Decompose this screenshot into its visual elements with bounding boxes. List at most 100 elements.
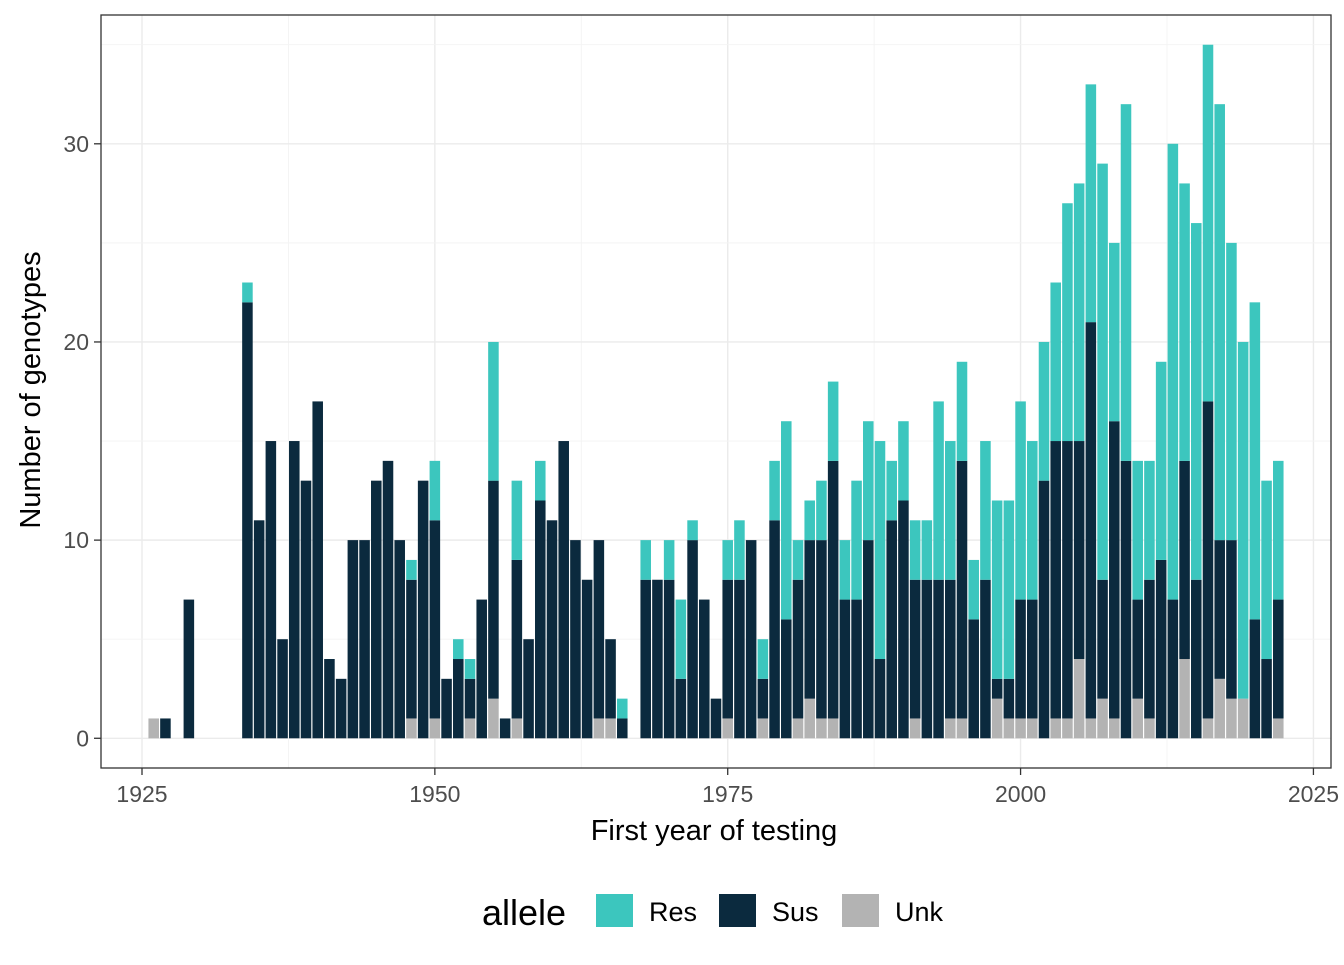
bar-segment-sus bbox=[898, 500, 909, 739]
bar-segment-unk bbox=[1085, 718, 1097, 739]
bar-segment-res bbox=[968, 559, 979, 620]
bar-segment-res bbox=[1003, 500, 1015, 679]
bar-segment-unk bbox=[511, 718, 523, 739]
bar-segment-sus bbox=[863, 540, 874, 739]
x-tick-label: 1950 bbox=[409, 781, 460, 807]
bar-segment-res bbox=[617, 698, 628, 719]
bar-segment-sus bbox=[874, 659, 886, 739]
bar-segment-sus bbox=[980, 579, 991, 739]
bar-segment-unk bbox=[1226, 698, 1237, 739]
bar-segment-sus bbox=[558, 441, 569, 739]
bar-segment-unk bbox=[406, 718, 417, 739]
bar-segment-res bbox=[1202, 44, 1214, 402]
bar-segment-sus bbox=[968, 619, 979, 739]
bar-segment-sus bbox=[453, 659, 464, 739]
bar-segment-unk bbox=[722, 718, 733, 739]
bar-segment-sus bbox=[511, 559, 523, 719]
bar-segment-sus bbox=[827, 460, 839, 719]
bar-segment-res bbox=[1085, 84, 1097, 323]
bar-segment-sus bbox=[851, 599, 862, 739]
bar-segment-res bbox=[734, 520, 745, 580]
y-tick-label: 10 bbox=[63, 527, 89, 553]
bar-segment-res bbox=[406, 559, 417, 580]
bar-segment-sus bbox=[359, 540, 370, 739]
legend: allele Res Sus Unk bbox=[482, 892, 944, 933]
bar-segment-unk bbox=[816, 718, 827, 739]
bar-segment-res bbox=[1191, 223, 1202, 580]
bar-segment-sus bbox=[1132, 599, 1143, 699]
bar-segment-res bbox=[827, 381, 839, 461]
bar-segment-sus bbox=[1062, 441, 1073, 719]
bar-segment-res bbox=[1097, 163, 1108, 580]
bar-segment-res bbox=[663, 540, 675, 580]
bar-segment-sus bbox=[242, 302, 253, 739]
bar-segment-res bbox=[488, 341, 499, 481]
x-axis-title: First year of testing bbox=[591, 815, 838, 847]
bar-segment-sus bbox=[1038, 480, 1050, 739]
bar-segment-res bbox=[464, 659, 476, 679]
bar-segment-sus bbox=[581, 579, 593, 739]
bar-segment-res bbox=[909, 520, 921, 580]
bar-segment-res bbox=[921, 520, 933, 580]
bar-segment-sus bbox=[371, 480, 382, 739]
bar-segment-sus bbox=[804, 540, 815, 699]
bar-segment-unk bbox=[1015, 718, 1026, 739]
bar-segment-res bbox=[816, 480, 827, 541]
bar-segment-res bbox=[1120, 104, 1132, 461]
bar-segment-res bbox=[1109, 242, 1120, 422]
bar-segment-sus bbox=[722, 579, 733, 719]
y-tick-label: 30 bbox=[63, 131, 89, 157]
bar-segment-res bbox=[1167, 143, 1179, 600]
plot-border bbox=[100, 14, 1332, 769]
bar-segment-res bbox=[1073, 183, 1085, 442]
bar-segment-res bbox=[687, 520, 698, 541]
bar-segment-res bbox=[874, 441, 886, 660]
bar-segment-sus bbox=[523, 639, 534, 739]
bar-segment-sus bbox=[687, 540, 698, 739]
bar-segment-unk bbox=[605, 718, 616, 739]
bar-segment-unk bbox=[1144, 718, 1155, 739]
bar-segment-unk bbox=[429, 718, 441, 739]
legend-key-unk bbox=[842, 894, 879, 927]
bar-segment-unk bbox=[991, 698, 1003, 739]
bar-segment-unk bbox=[464, 718, 476, 739]
bar-segment-sus bbox=[745, 540, 757, 739]
bar-segment-res bbox=[535, 460, 546, 501]
bar-segment-sus bbox=[382, 460, 394, 739]
bar-segment-sus bbox=[593, 540, 605, 719]
bar-segment-unk bbox=[945, 718, 956, 739]
bar-segment-unk bbox=[956, 718, 968, 739]
bar-segment-res bbox=[1226, 242, 1237, 541]
bar-segment-unk bbox=[1003, 718, 1015, 739]
bar-segment-res bbox=[1132, 460, 1143, 600]
bar-segment-res bbox=[453, 639, 464, 660]
bar-segment-unk bbox=[804, 698, 815, 739]
bar-segment-res bbox=[722, 540, 733, 580]
bar-segment-sus bbox=[535, 500, 546, 739]
bar-segment-res bbox=[980, 441, 991, 580]
bar-segment-res bbox=[886, 460, 897, 521]
bar-segment-sus bbox=[300, 480, 312, 739]
bar-segment-unk bbox=[593, 718, 605, 739]
bar-segment-unk bbox=[1073, 659, 1085, 739]
bar-segment-res bbox=[511, 480, 523, 560]
bar-segment-unk bbox=[1097, 698, 1108, 739]
bar-segment-sus bbox=[1202, 401, 1214, 719]
bar-segment-sus bbox=[476, 599, 487, 739]
x-tick-label: 2025 bbox=[1288, 781, 1339, 807]
bar-segment-unk bbox=[1027, 718, 1038, 739]
bar-segment-unk bbox=[1179, 659, 1190, 739]
bar-segment-sus bbox=[640, 579, 651, 739]
bar-segment-unk bbox=[909, 718, 921, 739]
bar-segment-res bbox=[1038, 341, 1050, 481]
bar-segment-sus bbox=[769, 520, 780, 739]
bar-segment-sus bbox=[394, 540, 405, 739]
bar-segment-sus bbox=[289, 441, 300, 739]
bar-segment-sus bbox=[277, 639, 288, 739]
x-tick-label: 1975 bbox=[702, 781, 753, 807]
y-axis-title: Number of genotypes bbox=[15, 251, 47, 528]
bar-segment-sus bbox=[253, 520, 265, 739]
bar-segment-res bbox=[640, 540, 651, 580]
bar-segment-res bbox=[991, 500, 1003, 679]
bar-segment-sus bbox=[347, 540, 359, 739]
